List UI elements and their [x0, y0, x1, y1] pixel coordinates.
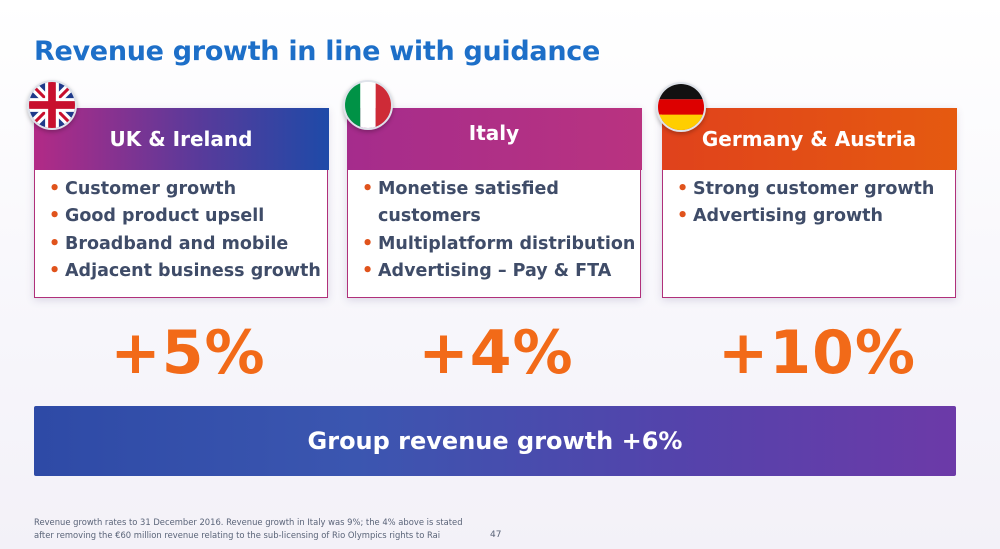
bullet-item: Advertising – Pay & FTA — [362, 258, 640, 286]
region-name: Germany & Austria — [701, 126, 917, 151]
bullet-item: Broadband and mobile — [49, 231, 327, 259]
bullet-item: Good product upsell — [49, 203, 327, 231]
bullet-item: Monetise satisfied customers — [362, 176, 608, 231]
bullet-list: Customer growth Good product upsell Broa… — [35, 170, 327, 286]
region-card-germany-austria: Germany & Austria Strong customer growth… — [661, 107, 957, 298]
region-card-header: Germany & Austria — [661, 107, 957, 170]
germany-flag-icon — [656, 82, 706, 132]
region-card-header: Italy — [346, 107, 642, 170]
bullet-list: Monetise satisfied customers Multiplatfo… — [348, 170, 640, 286]
uk-flag-icon — [27, 80, 77, 130]
region-name: Italy — [468, 120, 520, 145]
region-card-header: UK & Ireland — [33, 107, 329, 170]
region-card-uk-ireland: UK & Ireland Customer growth Good produc… — [33, 107, 329, 298]
page-number: 47 — [490, 530, 502, 540]
growth-value-uk-ireland: +5% — [110, 318, 266, 388]
region-card-italy: Italy Monetise satisfied customers Multi… — [346, 107, 642, 298]
bullet-item: Strong customer growth — [677, 176, 955, 204]
growth-value-germany-austria: +10% — [718, 318, 916, 388]
footnote: Revenue growth rates to 31 December 2016… — [34, 517, 463, 540]
slide-title: Revenue growth in line with guidance — [34, 36, 600, 67]
bullet-item: Adjacent business growth — [49, 258, 327, 286]
group-revenue-label: Group revenue growth +6% — [307, 427, 683, 455]
group-revenue-banner: Group revenue growth +6% — [34, 406, 956, 476]
bullet-item: Customer growth — [49, 176, 327, 204]
bullet-item: Advertising growth — [677, 203, 955, 231]
bullet-list: Strong customer growth Advertising growt… — [663, 170, 955, 231]
italy-flag-icon — [343, 80, 393, 130]
bullet-item: Multiplatform distribution — [362, 231, 640, 259]
growth-value-italy: +4% — [418, 318, 574, 388]
region-name: UK & Ireland — [109, 126, 253, 151]
